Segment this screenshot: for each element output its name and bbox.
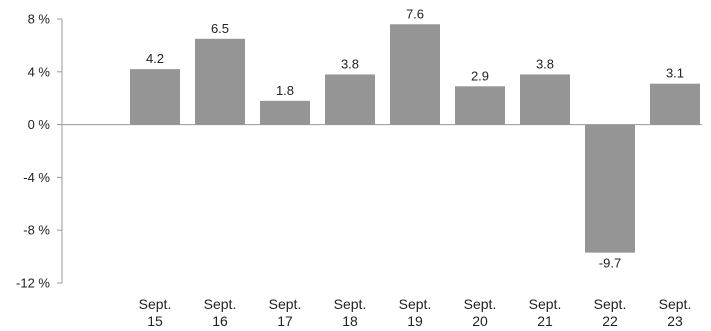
x-tick-label: Sept. (204, 296, 237, 312)
x-axis-labels: Sept.15Sept.16Sept.17Sept.18Sept.19Sept.… (139, 296, 692, 329)
x-tick-label-day: 16 (212, 313, 228, 329)
bar (130, 69, 180, 125)
bar (390, 24, 440, 125)
x-tick-label-day: 19 (407, 313, 423, 329)
x-tick-label-day: 23 (667, 313, 683, 329)
bars (130, 24, 700, 253)
x-tick-label-day: 15 (147, 313, 163, 329)
x-tick-label-day: 22 (602, 313, 618, 329)
bar (520, 74, 570, 125)
x-tick-label-day: 21 (537, 313, 553, 329)
x-tick-label-day: 18 (342, 313, 358, 329)
y-axis: 8 % 4 % 0 % -4 % -8 % -12 % (16, 12, 702, 291)
data-label: 7.6 (406, 6, 424, 21)
data-label: 6.5 (211, 21, 229, 36)
y-tick-label: -4 % (23, 170, 50, 185)
x-tick-label: Sept. (399, 296, 432, 312)
bar (260, 100, 310, 125)
data-label: 1.8 (276, 83, 294, 98)
x-tick-label: Sept. (529, 296, 562, 312)
x-tick-label: Sept. (659, 296, 692, 312)
x-tick-label: Sept. (464, 296, 497, 312)
y-tick-label: 0 % (28, 117, 51, 132)
bar (455, 86, 505, 125)
x-tick-label: Sept. (334, 296, 367, 312)
y-tick-label: 8 % (28, 12, 51, 27)
bar (650, 83, 700, 125)
data-label: 3.1 (666, 66, 684, 81)
y-tick-label: -8 % (23, 223, 50, 238)
y-tick-label: -12 % (16, 276, 50, 291)
x-tick-label-day: 20 (472, 313, 488, 329)
data-labels: 4.2 6.5 1.8 3.8 7.6 2.9 3.8 -9.7 3.1 (146, 6, 684, 270)
x-tick-label-day: 17 (277, 313, 293, 329)
bar (585, 124, 635, 253)
x-tick-label: Sept. (594, 296, 627, 312)
data-label: 3.8 (341, 56, 359, 71)
data-label: 4.2 (146, 51, 164, 66)
bar (195, 38, 245, 125)
y-tick-label: 4 % (28, 64, 51, 79)
data-label: -9.7 (599, 256, 621, 271)
data-label: 2.9 (471, 68, 489, 83)
bar (325, 74, 375, 125)
x-tick-label: Sept. (269, 296, 302, 312)
data-label: 3.8 (536, 56, 554, 71)
x-tick-label: Sept. (139, 296, 172, 312)
